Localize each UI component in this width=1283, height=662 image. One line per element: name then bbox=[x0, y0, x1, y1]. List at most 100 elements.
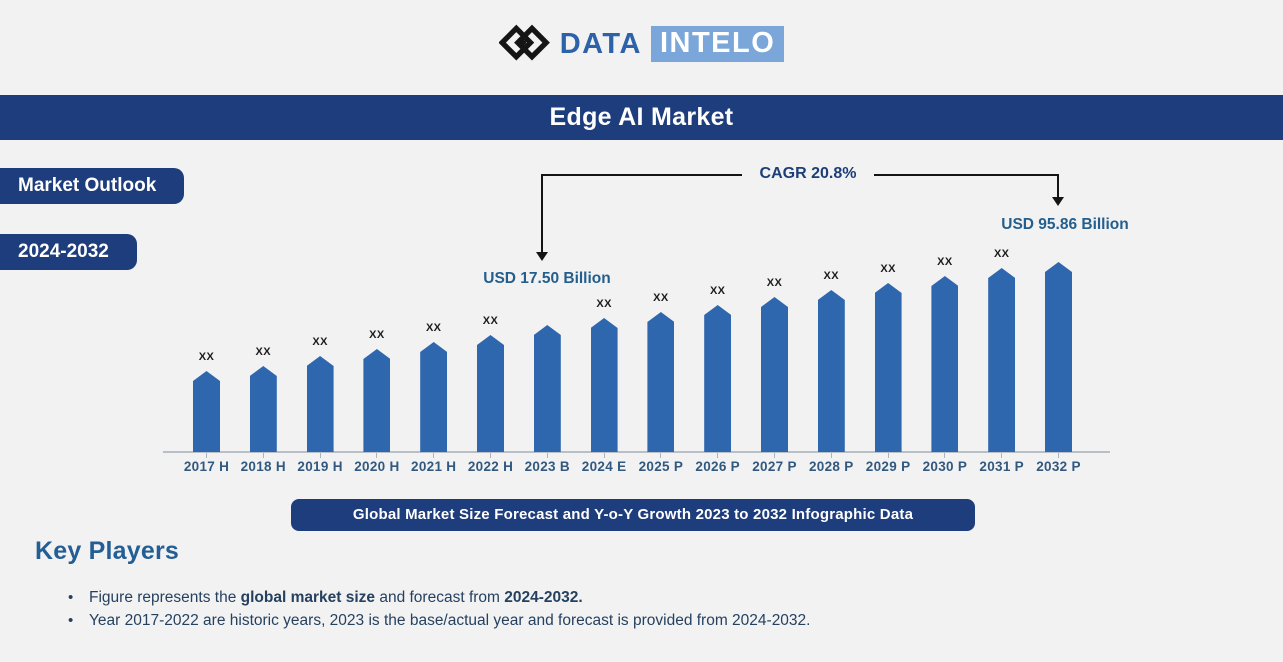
bar-value-label: XX bbox=[198, 351, 215, 363]
page-title: Edge AI Market bbox=[549, 103, 734, 131]
logo-text-data: DATA bbox=[559, 27, 642, 60]
bar-column: XX bbox=[803, 0, 859, 452]
axis-tick bbox=[660, 453, 662, 458]
x-axis-label: 2030 P bbox=[922, 459, 968, 474]
market-outlook-badge: Market Outlook bbox=[0, 168, 185, 204]
axis-tick bbox=[319, 453, 321, 458]
x-axis-label: 2028 P bbox=[809, 459, 854, 474]
arrow-down-icon bbox=[1052, 197, 1064, 206]
logo-text-intelo: INTELO bbox=[650, 26, 785, 62]
bar-column: XX bbox=[917, 0, 973, 452]
axis-tick bbox=[262, 453, 264, 458]
x-axis-label: 2018 H bbox=[240, 459, 286, 474]
bar bbox=[874, 283, 902, 452]
cagr-connector-drop-left bbox=[541, 174, 543, 252]
x-axis-label: 2017 H bbox=[183, 459, 230, 474]
bar-column: XX bbox=[974, 0, 1030, 452]
bar bbox=[647, 312, 675, 452]
bar-value-label: XX bbox=[937, 256, 953, 268]
bar bbox=[931, 276, 959, 452]
x-axis-label: 2032 P bbox=[1036, 459, 1081, 474]
bar-column bbox=[1031, 0, 1087, 452]
x-axis-label: 2029 P bbox=[865, 459, 911, 474]
axis-tick bbox=[603, 453, 605, 458]
axis-tick bbox=[546, 453, 548, 458]
x-axis-label: 2026 P bbox=[695, 459, 740, 474]
x-axis-line bbox=[163, 451, 1110, 453]
axis-tick bbox=[830, 453, 832, 458]
bar-value-label: XX bbox=[880, 263, 896, 275]
bar-value-label: XX bbox=[255, 346, 272, 358]
bar bbox=[306, 356, 334, 452]
cagr-connector-line-left bbox=[542, 174, 747, 176]
bar-value-label: XX bbox=[312, 336, 328, 348]
bar bbox=[533, 325, 561, 452]
key-players-bullet: Figure represents the global market size… bbox=[68, 586, 810, 609]
x-axis-label: 2024 E bbox=[581, 459, 627, 474]
x-axis-label: 2023 B bbox=[524, 459, 570, 474]
key-players-bullet: Year 2017-2022 are historic years, 2023 … bbox=[68, 609, 810, 632]
bar bbox=[363, 349, 391, 452]
bar-value-label: XX bbox=[653, 292, 669, 304]
axis-tick bbox=[887, 453, 889, 458]
arrow-down-icon bbox=[536, 252, 548, 261]
bar-column: XX bbox=[576, 0, 632, 452]
bar-column: XX bbox=[179, 0, 235, 452]
forecast-end-value-callout: USD 95.86 Billion bbox=[1001, 216, 1129, 233]
bar-column: XX bbox=[690, 0, 746, 452]
x-axis-label: 2021 H bbox=[411, 459, 457, 474]
key-players-notes: Figure represents the global market size… bbox=[68, 586, 810, 632]
bar-column: XX bbox=[860, 0, 916, 452]
bar-column: XX bbox=[406, 0, 462, 452]
cagr-connector-drop-right bbox=[1057, 174, 1059, 197]
base-year-value-callout: USD 17.50 Billion bbox=[483, 270, 611, 287]
chart-caption: Global Market Size Forecast and Y-o-Y Gr… bbox=[291, 499, 975, 531]
bar-value-label: XX bbox=[596, 298, 612, 310]
bar-column: XX bbox=[463, 0, 519, 452]
x-axis-label: 2025 P bbox=[638, 459, 684, 474]
axis-tick bbox=[944, 453, 946, 458]
x-axis-label: 2027 P bbox=[752, 459, 797, 474]
x-axis-label: 2031 P bbox=[979, 459, 1024, 474]
axis-tick bbox=[433, 453, 435, 458]
bar bbox=[1045, 262, 1072, 452]
bar-value-label: XX bbox=[425, 322, 442, 334]
axis-tick bbox=[376, 453, 378, 458]
bar-value-label: XX bbox=[482, 315, 499, 327]
bar-column bbox=[519, 0, 575, 452]
bar bbox=[704, 305, 732, 452]
axis-tick bbox=[206, 453, 207, 458]
bar-value-label: XX bbox=[709, 285, 726, 297]
dataintelo-logo-icon bbox=[498, 24, 550, 61]
bar bbox=[761, 297, 788, 452]
bar-value-label: XX bbox=[993, 248, 1010, 260]
axis-tick bbox=[774, 453, 775, 458]
bar bbox=[590, 318, 618, 452]
axis-tick bbox=[1001, 453, 1003, 458]
bar-column: XX bbox=[235, 0, 291, 452]
dataintelo-logo: DATA INTELO bbox=[0, 22, 1283, 66]
bar-column: XX bbox=[747, 0, 803, 452]
bar-value-label: XX bbox=[823, 270, 840, 282]
x-axis-label: 2020 H bbox=[354, 459, 400, 474]
axis-tick bbox=[490, 453, 491, 458]
bar-value-label: XX bbox=[766, 277, 783, 289]
axis-tick bbox=[717, 453, 719, 458]
bar bbox=[477, 335, 504, 452]
cagr-annotation: CAGR 20.8% bbox=[742, 165, 874, 183]
report-title-bar: Edge AI Market bbox=[0, 95, 1283, 140]
x-axis-label: 2019 H bbox=[297, 459, 343, 474]
bar bbox=[817, 290, 845, 452]
axis-tick bbox=[1058, 453, 1059, 458]
bar-column: XX bbox=[349, 0, 405, 452]
bar-column: XX bbox=[633, 0, 689, 452]
x-axis-label: 2022 H bbox=[467, 459, 514, 474]
forecast-period-badge: 2024-2032 bbox=[0, 234, 137, 270]
bar bbox=[193, 371, 220, 452]
key-players-heading: Key Players bbox=[35, 537, 179, 565]
bar-column: XX bbox=[292, 0, 348, 452]
bar bbox=[249, 366, 277, 452]
bar bbox=[420, 342, 448, 452]
cagr-connector-line-right bbox=[869, 174, 1059, 176]
